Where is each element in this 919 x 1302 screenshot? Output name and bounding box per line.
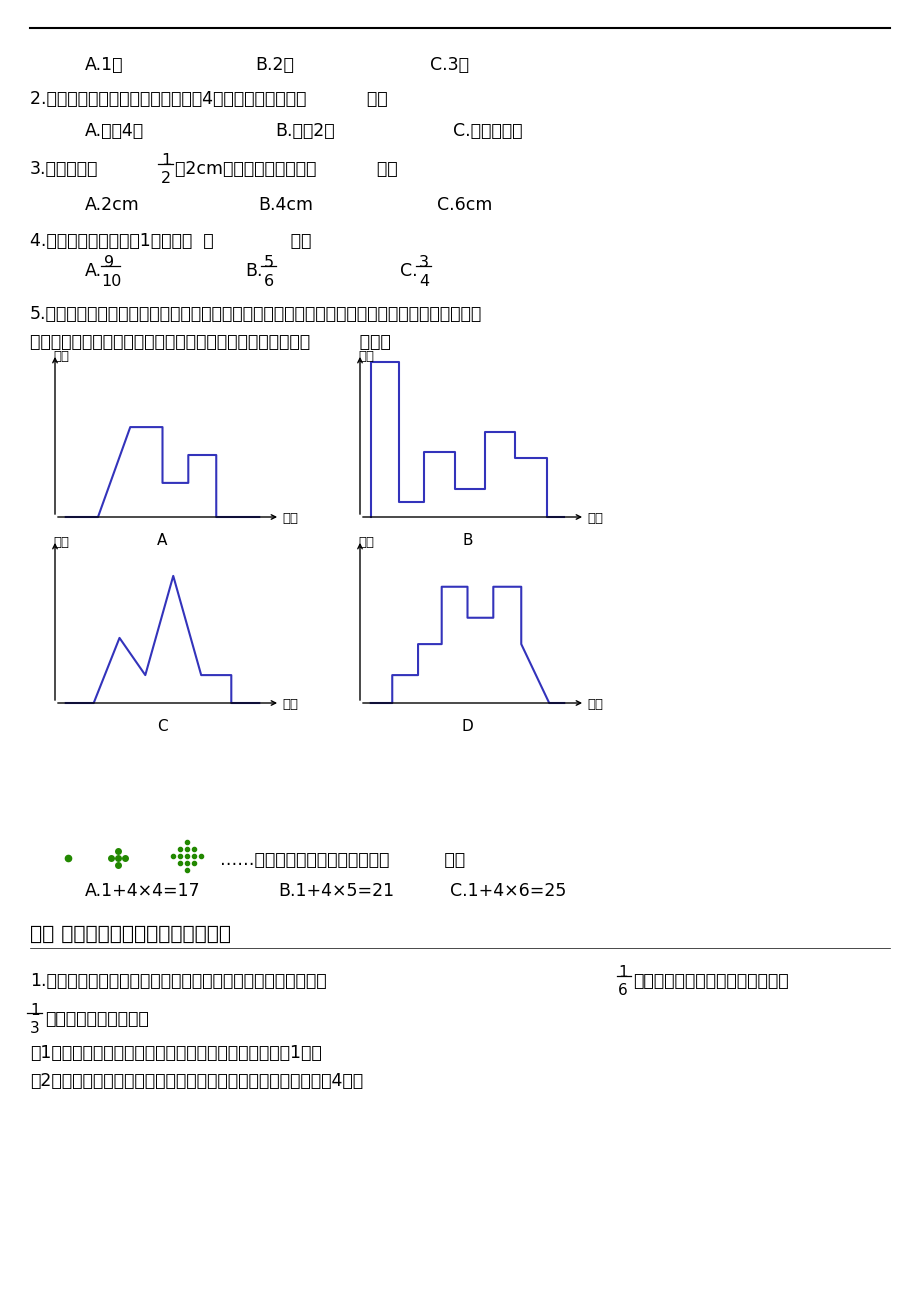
- Text: B.: B.: [244, 262, 262, 280]
- Text: 4: 4: [418, 273, 428, 289]
- Text: B.1+4×5=21: B.1+4×5=21: [278, 881, 393, 900]
- Text: C.无法确定。: C.无法确定。: [452, 122, 522, 141]
- Text: C.3个: C.3个: [429, 56, 469, 74]
- Text: B: B: [461, 533, 472, 548]
- Text: A: A: [157, 533, 167, 548]
- Text: 6: 6: [264, 273, 274, 289]
- Text: 时间: 时间: [586, 512, 602, 525]
- Text: D: D: [461, 719, 473, 734]
- Text: 5: 5: [264, 255, 274, 270]
- Text: 4.下面分数中，最接近1的分数是  （              ）。: 4.下面分数中，最接近1的分数是 （ ）。: [30, 232, 311, 250]
- Text: 1: 1: [30, 1003, 40, 1018]
- Text: 2.一个三角形的底不变，如果高扩大4倍，那么它的面积（           ）。: 2.一个三角形的底不变，如果高扩大4倍，那么它的面积（ ）。: [30, 90, 387, 108]
- Text: 楼层: 楼层: [53, 536, 69, 549]
- Text: 6: 6: [618, 983, 627, 999]
- Text: （2）你能算出苹果树的种植面积占果园总面积的几分之几吗？（4分）: （2）你能算出苹果树的种植面积占果园总面积的几分之几吗？（4分）: [30, 1072, 363, 1090]
- Text: C.1+4×6=25: C.1+4×6=25: [449, 881, 566, 900]
- Text: 学课，中午到一楼食堂吃饭。下面比较准确地描述这件事是（         ）图。: 学课，中午到一楼食堂吃饭。下面比较准确地描述这件事是（ ）图。: [30, 333, 391, 352]
- Text: 是2cm，这条线段的长是（           ）。: 是2cm，这条线段的长是（ ）。: [175, 160, 397, 178]
- Text: ，桃树的种植面积占果园总面积的: ，桃树的种植面积占果园总面积的: [632, 973, 788, 990]
- Text: 3: 3: [418, 255, 428, 270]
- Text: A.1个: A.1个: [85, 56, 123, 74]
- Text: A.2cm: A.2cm: [85, 197, 140, 214]
- Text: C: C: [157, 719, 167, 734]
- Text: ……，第五个点阵中点的个数是（          ）。: ……，第五个点阵中点的个数是（ ）。: [220, 852, 465, 868]
- Text: ，其余的都种苹果树。: ，其余的都种苹果树。: [45, 1010, 149, 1029]
- Text: C.6cm: C.6cm: [437, 197, 492, 214]
- Text: B.2个: B.2个: [255, 56, 293, 74]
- Text: 2: 2: [161, 171, 171, 186]
- Text: A.1+4×4=17: A.1+4×4=17: [85, 881, 200, 900]
- Text: A.扩大4倍: A.扩大4倍: [85, 122, 144, 141]
- Text: A.: A.: [85, 262, 102, 280]
- Text: 3: 3: [30, 1021, 40, 1036]
- Text: B.4cm: B.4cm: [257, 197, 312, 214]
- Text: 楼层: 楼层: [357, 350, 374, 363]
- Text: 3.一条线段的: 3.一条线段的: [30, 160, 98, 178]
- Text: 9: 9: [104, 255, 114, 270]
- Text: 1.一个果园里种植了三种水果，梨树的种植面积占果园总面积的: 1.一个果园里种植了三种水果，梨树的种植面积占果园总面积的: [30, 973, 326, 990]
- Text: 时间: 时间: [586, 698, 602, 711]
- Text: B.扩大2倍: B.扩大2倍: [275, 122, 335, 141]
- Text: 时间: 时间: [282, 512, 298, 525]
- Text: 楼层: 楼层: [357, 536, 374, 549]
- Text: （1）请画出这个果园里三种水果种植面积的示意图。（1分）: （1）请画出这个果园里三种水果种植面积的示意图。（1分）: [30, 1044, 322, 1062]
- Text: C.: C.: [400, 262, 417, 280]
- Text: 1: 1: [161, 154, 171, 168]
- Text: 五、 走进生活，解决问题，我最棒！: 五、 走进生活，解决问题，我最棒！: [30, 924, 231, 944]
- Text: 楼层: 楼层: [53, 350, 69, 363]
- Text: 时间: 时间: [282, 698, 298, 711]
- Text: 1: 1: [618, 965, 627, 980]
- Text: 10: 10: [101, 273, 121, 289]
- Text: 5.学校教学楼有四层。小青第一节课到四楼上数学课，第二节到二楼上艺术课，第三节到三楼上科: 5.学校教学楼有四层。小青第一节课到四楼上数学课，第二节到二楼上艺术课，第三节到…: [30, 305, 482, 323]
